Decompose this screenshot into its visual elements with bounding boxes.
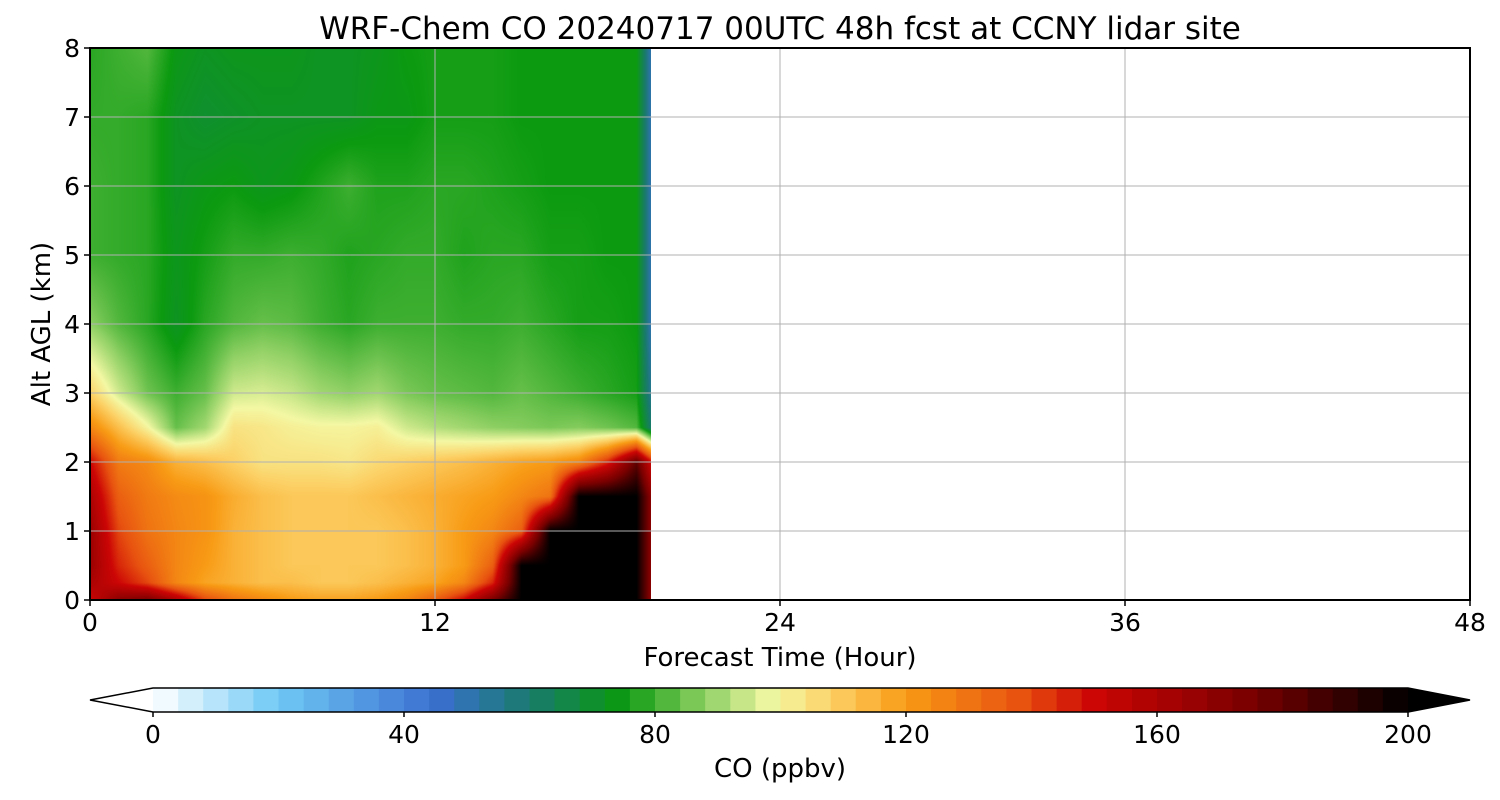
colorbar [89, 687, 1471, 713]
colorbar-level [931, 688, 957, 712]
y-tick-label: 1 [64, 517, 80, 546]
colorbar-level [956, 688, 982, 712]
colorbar-level [680, 688, 706, 712]
colorbar-level [429, 688, 455, 712]
colorbar-level [1207, 688, 1233, 712]
colorbar-tick-label: 120 [882, 720, 930, 749]
colorbar-level [153, 688, 179, 712]
colorbar-level [604, 688, 631, 712]
x-axis-ticks: 0 12 24 36 48 [82, 600, 1486, 637]
y-tick-label: 2 [64, 448, 80, 477]
colorbar-level [504, 688, 531, 712]
y-axis-label: Alt AGL (km) [27, 242, 57, 406]
grid-lines [90, 48, 1470, 600]
colorbar-level [1282, 688, 1309, 712]
colorbar-level [529, 688, 556, 712]
y-tick-label: 7 [64, 103, 80, 132]
colorbar-level [1232, 688, 1258, 712]
colorbar-level [906, 688, 932, 712]
colorbar-extend-min [90, 688, 153, 712]
colorbar-level [378, 688, 405, 712]
colorbar-level [780, 688, 807, 712]
colorbar-level [253, 688, 280, 712]
x-tick-label: 48 [1454, 608, 1486, 637]
colorbar-level [228, 688, 254, 712]
colorbar-extend-max [1408, 688, 1470, 712]
x-tick-label: 12 [419, 608, 451, 637]
y-tick-label: 6 [64, 172, 80, 201]
colorbar-level [655, 688, 681, 712]
x-tick-label: 0 [82, 608, 98, 637]
colorbar-level [454, 688, 480, 712]
y-tick-label: 0 [64, 586, 80, 615]
colorbar-level [579, 688, 606, 712]
colorbar-level [353, 688, 380, 712]
colorbar-level [1031, 688, 1058, 712]
y-tick-label: 4 [64, 310, 80, 339]
colorbar-level [830, 688, 857, 712]
colorbar-tick-label: 40 [388, 720, 420, 749]
colorbar-level [328, 688, 355, 712]
colorbar-level [1056, 688, 1083, 712]
x-tick-label: 24 [764, 608, 796, 637]
colorbar-level [1382, 688, 1409, 712]
colorbar-level [278, 688, 305, 712]
colorbar-level [554, 688, 581, 712]
colorbar-level [880, 688, 907, 712]
colorbar-ticks: 0 40 80 120 160 200 [145, 712, 1432, 749]
colorbar-level [730, 688, 756, 712]
colorbar-level [1357, 688, 1384, 712]
colorbar-level [755, 688, 782, 712]
colorbar-level [1307, 688, 1334, 712]
colorbar-level [855, 688, 882, 712]
colorbar-level [705, 688, 731, 712]
colorbar-level [1081, 688, 1108, 712]
colorbar-tick-label: 0 [145, 720, 161, 749]
chart-title: WRF-Chem CO 20240717 00UTC 48h fcst at C… [319, 11, 1241, 47]
colorbar-tick-label: 160 [1133, 720, 1181, 749]
colorbar-level [981, 688, 1007, 712]
colorbar-tick-label: 200 [1384, 720, 1432, 749]
colorbar-level [178, 688, 204, 712]
colorbar-tick-label: 80 [639, 720, 671, 749]
colorbar-level [1131, 688, 1158, 712]
colorbar-level [479, 688, 505, 712]
colorbar-label: CO (ppbv) [714, 754, 846, 784]
y-tick-label: 5 [64, 241, 80, 270]
colorbar-level [1106, 688, 1133, 712]
colorbar-level [203, 688, 229, 712]
x-axis-label: Forecast Time (Hour) [643, 643, 916, 673]
colorbar-level [1157, 688, 1183, 712]
colorbar-level [1006, 688, 1033, 712]
y-tick-label: 8 [64, 34, 80, 63]
colorbar-level [1182, 688, 1208, 712]
colorbar-level [303, 688, 330, 712]
colorbar-level [1332, 688, 1359, 712]
colorbar-level [404, 688, 430, 712]
y-axis-ticks: 0 1 2 3 4 5 6 7 8 [64, 34, 90, 615]
y-tick-label: 3 [64, 379, 80, 408]
colorbar-level [1257, 688, 1284, 712]
x-tick-label: 36 [1109, 608, 1141, 637]
colorbar-level [805, 688, 832, 712]
colorbar-level [629, 688, 656, 712]
